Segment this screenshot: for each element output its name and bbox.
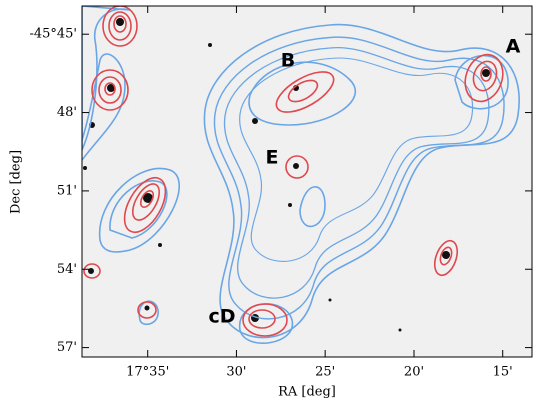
annotation: B bbox=[281, 50, 295, 72]
contours-blue bbox=[82, 6, 520, 344]
y-tick-label: 51' bbox=[57, 183, 77, 198]
x-tick-label: 30' bbox=[226, 365, 246, 380]
sky-image bbox=[82, 6, 532, 357]
annotation: cD bbox=[208, 306, 235, 328]
contours-red bbox=[83, 6, 504, 337]
y-axis-label: Dec [deg] bbox=[9, 150, 24, 214]
x-axis-label: RA [deg] bbox=[278, 385, 336, 400]
y-tick-label: 48' bbox=[57, 105, 77, 120]
x-tick-label: 25' bbox=[315, 365, 335, 380]
y-tick-label: 57' bbox=[57, 340, 77, 355]
plot-frame bbox=[81, 5, 533, 358]
y-tick-label: 54' bbox=[57, 262, 77, 277]
x-tick-label: 20' bbox=[404, 365, 424, 380]
x-tick-label: 15' bbox=[493, 365, 513, 380]
annotation: A bbox=[506, 36, 521, 58]
y-tick-label: -45°45' bbox=[29, 27, 77, 42]
annotation: E bbox=[266, 147, 279, 169]
x-tick-label: 17°35' bbox=[126, 365, 169, 380]
